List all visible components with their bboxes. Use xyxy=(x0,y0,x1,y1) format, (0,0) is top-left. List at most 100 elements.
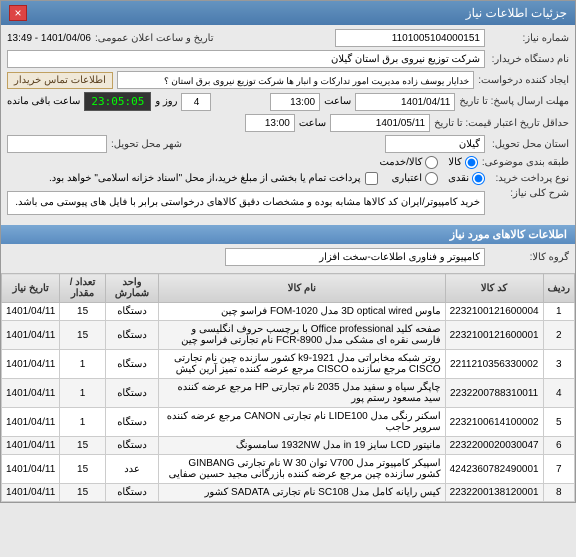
table-col-header: نام کالا xyxy=(159,274,445,303)
table-cell: 1401/04/11 xyxy=(2,484,60,502)
group-value: کامپیوتر و فناوری اطلاعات-سخت افزار xyxy=(225,248,485,266)
table-col-header: ردیف xyxy=(543,274,574,303)
city-value xyxy=(7,135,107,153)
prepay-note-checkbox[interactable] xyxy=(365,172,378,185)
time-label-2: ساعت xyxy=(299,118,326,129)
announce-label: تاریخ و ساعت اعلان عمومی: xyxy=(95,33,214,44)
opt-service[interactable]: کالا/خدمت xyxy=(379,156,438,169)
prepay-note: پرداخت تمام یا بخشی از مبلغ خرید،از محل … xyxy=(49,173,361,184)
table-cell: 8 xyxy=(543,484,574,502)
table-cell: کیس رایانه کامل مدل SC108 نام تجارتی SAD… xyxy=(159,484,445,502)
table-cell: 1 xyxy=(543,303,574,321)
table-col-header: تاریخ نیاز xyxy=(2,274,60,303)
table-cell: 2232200138120001 xyxy=(445,484,543,502)
deadline-date: 1401/04/11 xyxy=(355,93,455,111)
table-cell: ماوس 3D optical wired مدل FOM-1020 فراسو… xyxy=(159,303,445,321)
deadline-label: مهلت ارسال پاسخ: تا تاریخ xyxy=(459,96,569,107)
days-label: روز و xyxy=(155,96,177,107)
table-cell: روتر شبکه مخابراتی مدل k9-1921 کشور سازن… xyxy=(159,350,445,379)
radio-service[interactable] xyxy=(425,156,438,169)
table-cell: مانیتور LCD سایز 19 in مدل 1932NW سامسون… xyxy=(159,437,445,455)
buyer-value: شرکت توزیع نیروی برق استان گیلان xyxy=(7,50,485,68)
delivery-label: استان محل تحویل: xyxy=(489,139,569,150)
table-cell: 1 xyxy=(60,379,106,408)
table-cell: عدد xyxy=(105,455,158,484)
opt-cash[interactable]: نقدی xyxy=(448,172,485,185)
announce-value: 1401/04/06 - 13:49 xyxy=(7,33,91,44)
prepay-group: نقدی اعتباری xyxy=(392,172,485,185)
table-cell: 1401/04/11 xyxy=(2,321,60,350)
table-cell: دستگاه xyxy=(105,379,158,408)
table-cell: 15 xyxy=(60,303,106,321)
opt-goods[interactable]: کالا xyxy=(448,156,478,169)
table-cell: 4 xyxy=(543,379,574,408)
table-cell: دستگاه xyxy=(105,437,158,455)
table-cell: 2232100121600001 xyxy=(445,321,543,350)
table-cell: 2232200788310011 xyxy=(445,379,543,408)
radio-goods[interactable] xyxy=(465,156,478,169)
table-cell: 3 xyxy=(543,350,574,379)
table-row[interactable]: 32211210356330002روتر شبکه مخابراتی مدل … xyxy=(2,350,575,379)
table-col-header: کد کالا xyxy=(445,274,543,303)
title-bar: جزئیات اطلاعات نیاز × xyxy=(1,1,575,25)
table-cell: 15 xyxy=(60,484,106,502)
table-cell: 1401/04/11 xyxy=(2,350,60,379)
subject-type-label: طبقه بندی موضوعی: xyxy=(482,157,569,168)
close-icon[interactable]: × xyxy=(9,5,27,21)
table-cell: 1401/04/11 xyxy=(2,303,60,321)
table-cell: 2232200020030047 xyxy=(445,437,543,455)
table-cell: 1 xyxy=(60,408,106,437)
table-col-header: تعداد / مقدار xyxy=(60,274,106,303)
table-cell: 2 xyxy=(543,321,574,350)
table-row[interactable]: 42232200788310011چاپگر سیاه و سفید مدل 2… xyxy=(2,379,575,408)
table-cell: 2232100121600004 xyxy=(445,303,543,321)
summary-text: خرید کامپیوتر/ایران کد کالاها مشابه بوده… xyxy=(7,191,485,215)
delivery-value: گیلان xyxy=(385,135,485,153)
validity-label: حداقل تاریخ اعتبار قیمت: تا تاریخ xyxy=(434,118,569,129)
table-cell: چاپگر سیاه و سفید مدل 2035 نام تجارتی HP… xyxy=(159,379,445,408)
table-cell: 1401/04/11 xyxy=(2,379,60,408)
table-cell: دستگاه xyxy=(105,303,158,321)
items-table: ردیفکد کالانام کالاواحد شمارشتعداد / مقد… xyxy=(1,273,575,502)
validity-date: 1401/05/11 xyxy=(330,114,430,132)
table-cell: 5 xyxy=(543,408,574,437)
window-title: جزئیات اطلاعات نیاز xyxy=(466,6,567,20)
days-value: 4 xyxy=(181,93,211,111)
table-cell: 4242360782490001 xyxy=(445,455,543,484)
table-cell: 2232100614100002 xyxy=(445,408,543,437)
countdown-timer: 23:05:05 xyxy=(84,92,151,111)
table-row[interactable]: 22232100121600001صفحه کلید Office profes… xyxy=(2,321,575,350)
table-cell: 1401/04/11 xyxy=(2,455,60,484)
req-no-value: 1101005104000151 xyxy=(335,29,485,47)
table-cell: دستگاه xyxy=(105,321,158,350)
radio-credit[interactable] xyxy=(425,172,438,185)
deadline-time: 13:00 xyxy=(270,93,320,111)
table-cell: 7 xyxy=(543,455,574,484)
items-header: اطلاعات کالاهای مورد نیاز xyxy=(1,225,575,244)
summary-label: شرح کلی نیاز: xyxy=(489,188,569,199)
table-cell: 15 xyxy=(60,455,106,484)
table-row[interactable]: 82232200138120001کیس رایانه کامل مدل SC1… xyxy=(2,484,575,502)
table-cell: 1401/04/11 xyxy=(2,437,60,455)
table-cell: 15 xyxy=(60,437,106,455)
table-cell: دستگاه xyxy=(105,408,158,437)
table-row[interactable]: 74242360782490001اسپیکر کامپیوتر مدل V70… xyxy=(2,455,575,484)
table-row[interactable]: 12232100121600004ماوس 3D optical wired م… xyxy=(2,303,575,321)
table-cell: 1 xyxy=(60,350,106,379)
table-col-header: واحد شمارش xyxy=(105,274,158,303)
prepay-label: نوع پرداخت خرید: xyxy=(489,173,569,184)
opt-credit[interactable]: اعتباری xyxy=(392,172,438,185)
table-row[interactable]: 52232100614100002اسکنر رنگی مدل LIDE100 … xyxy=(2,408,575,437)
table-cell: دستگاه xyxy=(105,484,158,502)
table-cell: صفحه کلید Office professional با برچسب ح… xyxy=(159,321,445,350)
table-row[interactable]: 62232200020030047مانیتور LCD سایز 19 in … xyxy=(2,437,575,455)
table-cell: اسکنر رنگی مدل LIDE100 نام تجارتی CANON … xyxy=(159,408,445,437)
group-label: گروه کالا: xyxy=(489,252,569,263)
buyer-label: نام دستگاه خریدار: xyxy=(489,54,569,65)
table-header-row: ردیفکد کالانام کالاواحد شمارشتعداد / مقد… xyxy=(2,274,575,303)
contact-button[interactable]: اطلاعات تماس خریدار xyxy=(7,72,113,89)
radio-cash[interactable] xyxy=(472,172,485,185)
table-cell: 2211210356330002 xyxy=(445,350,543,379)
remain-label: ساعت باقی مانده xyxy=(7,96,80,107)
creator-label: ایجاد کننده درخواست: xyxy=(478,75,569,86)
